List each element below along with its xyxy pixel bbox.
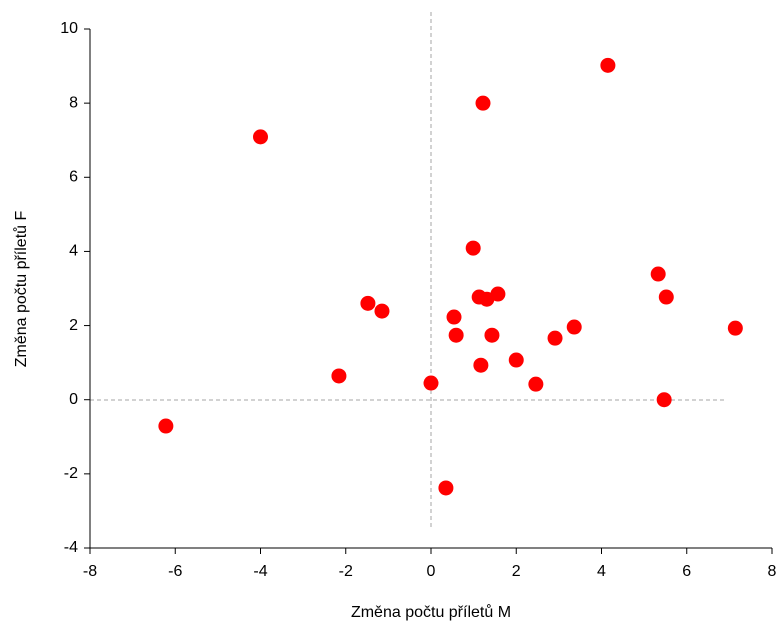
point	[650, 266, 666, 282]
x-tick-label: 2	[512, 563, 521, 580]
point	[475, 95, 491, 111]
x-tick-label: 0	[427, 563, 436, 580]
point	[508, 352, 524, 368]
y-tick-label: 8	[69, 94, 78, 111]
point	[423, 375, 439, 391]
point	[446, 309, 462, 325]
point	[566, 319, 582, 335]
y-tick-label: 6	[69, 169, 78, 186]
x-tick-label: 6	[682, 563, 691, 580]
point	[465, 240, 481, 256]
point	[331, 368, 347, 384]
y-tick-label: -4	[64, 539, 78, 556]
point	[438, 480, 454, 496]
y-tick-label: -2	[64, 465, 78, 482]
point	[528, 376, 544, 392]
x-axis-title: Změna počtu příletů M	[351, 603, 511, 621]
point	[253, 129, 268, 145]
point	[158, 418, 174, 434]
point	[473, 357, 489, 373]
point	[658, 289, 674, 305]
point	[484, 327, 500, 343]
y-tick-label: 0	[69, 391, 78, 408]
x-tick-label: 4	[597, 563, 606, 580]
x-tick-label: -2	[339, 563, 353, 580]
y-tick-label: 10	[60, 20, 78, 37]
point	[547, 330, 563, 346]
x-tick-label: -4	[253, 563, 267, 580]
point	[448, 327, 464, 343]
point	[656, 392, 672, 408]
point	[374, 303, 390, 319]
x-tick-label: -8	[83, 563, 97, 580]
y-tick-label: 4	[69, 243, 78, 260]
y-tick-label: 2	[69, 317, 78, 334]
point	[490, 286, 506, 302]
y-axis-title: Změna počtu příletů F	[12, 211, 30, 368]
point	[360, 295, 376, 311]
point	[727, 320, 743, 336]
x-tick-label: -6	[168, 563, 182, 580]
point	[600, 57, 616, 73]
x-tick-label: 8	[768, 563, 777, 580]
